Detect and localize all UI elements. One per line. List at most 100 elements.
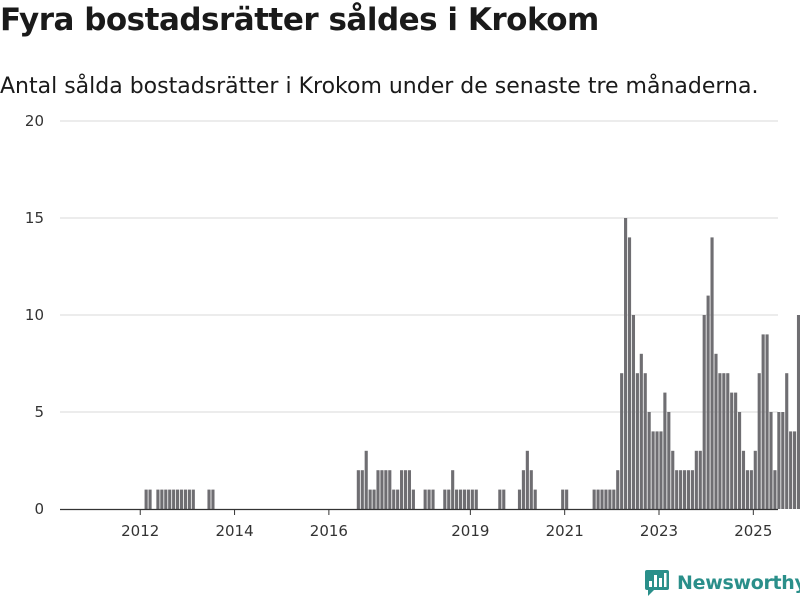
bar [191, 489, 195, 509]
bar [443, 489, 447, 509]
bar [702, 315, 706, 509]
bar [565, 489, 569, 509]
bar [466, 489, 470, 509]
bar [714, 353, 718, 509]
bar [612, 489, 616, 509]
bar [604, 489, 608, 509]
bar [745, 470, 749, 509]
bar [659, 431, 663, 509]
newsworthy-logo-icon [645, 570, 669, 596]
bar [211, 489, 215, 509]
y-tick-label: 0 [34, 500, 44, 518]
x-tick-label: 2019 [451, 522, 489, 540]
bar [675, 470, 679, 509]
bar [400, 470, 404, 509]
bar [529, 470, 533, 509]
x-tick-label: 2016 [310, 522, 348, 540]
bar [624, 218, 628, 509]
bar [616, 470, 620, 509]
bar [372, 489, 376, 509]
bar [694, 450, 698, 509]
bar [667, 412, 671, 509]
x-tick-label: 2014 [215, 522, 253, 540]
bar [458, 489, 463, 509]
bar [407, 470, 412, 509]
y-tick-label: 20 [25, 112, 44, 130]
bar [781, 412, 785, 509]
bar [785, 373, 789, 509]
bar [773, 470, 777, 509]
bar [451, 470, 455, 509]
bar [364, 450, 368, 509]
bar [423, 489, 427, 509]
bar [148, 489, 152, 509]
bar [682, 470, 687, 509]
bar [734, 392, 738, 509]
bar [749, 470, 753, 509]
bar [462, 489, 467, 509]
gridlines [60, 120, 778, 413]
bar [639, 353, 643, 509]
chart-title: Fyra bostadsrätter såldes i Krokom [0, 2, 599, 38]
bar [631, 315, 636, 509]
bar [592, 489, 596, 509]
bar [187, 489, 191, 509]
bar [671, 450, 675, 509]
bar [360, 470, 364, 509]
brand-logo: Newsworthy [644, 568, 800, 598]
x-axis [60, 508, 778, 515]
bar [388, 470, 392, 509]
bar [635, 373, 639, 509]
bar [164, 489, 168, 509]
bar [651, 431, 655, 509]
x-tick-label: 2025 [734, 522, 772, 540]
bar [608, 489, 612, 509]
bar [777, 412, 781, 509]
bar [600, 489, 604, 509]
bar [376, 470, 380, 509]
bar [655, 431, 659, 509]
bar [761, 334, 765, 509]
bar [765, 334, 769, 509]
bar [392, 489, 396, 509]
bar [533, 489, 537, 509]
bar [706, 295, 710, 509]
bar [726, 373, 730, 509]
bar [455, 489, 459, 509]
y-tick-label: 5 [34, 403, 44, 421]
bar [679, 470, 683, 509]
bar [525, 450, 529, 509]
labels: 0510152020122014201620192021202320254 [25, 112, 773, 540]
bar [738, 412, 742, 509]
bar [698, 450, 702, 509]
brand-name: Newsworthy [677, 572, 800, 594]
y-tick-label: 15 [25, 209, 44, 227]
bar [686, 470, 691, 509]
bar [718, 373, 722, 509]
bar [769, 412, 773, 509]
bar [179, 489, 184, 509]
bar [663, 392, 667, 509]
bar [176, 489, 180, 509]
bar [470, 489, 474, 509]
bar [160, 489, 164, 509]
bar [431, 489, 435, 509]
bar [730, 392, 734, 509]
bar [502, 489, 506, 509]
x-tick-label: 2023 [640, 522, 678, 540]
bar [144, 489, 148, 509]
bar [403, 470, 408, 509]
bar [710, 237, 714, 509]
bar [753, 450, 757, 509]
y-tick-label: 10 [25, 306, 44, 324]
bar [427, 489, 431, 509]
bar [643, 373, 647, 509]
bar [796, 315, 800, 509]
x-tick-label: 2012 [121, 522, 159, 540]
bar [411, 489, 415, 509]
bar [207, 489, 211, 509]
bar [384, 470, 388, 509]
bar [498, 489, 502, 509]
bars [144, 218, 800, 509]
bar [168, 489, 172, 509]
